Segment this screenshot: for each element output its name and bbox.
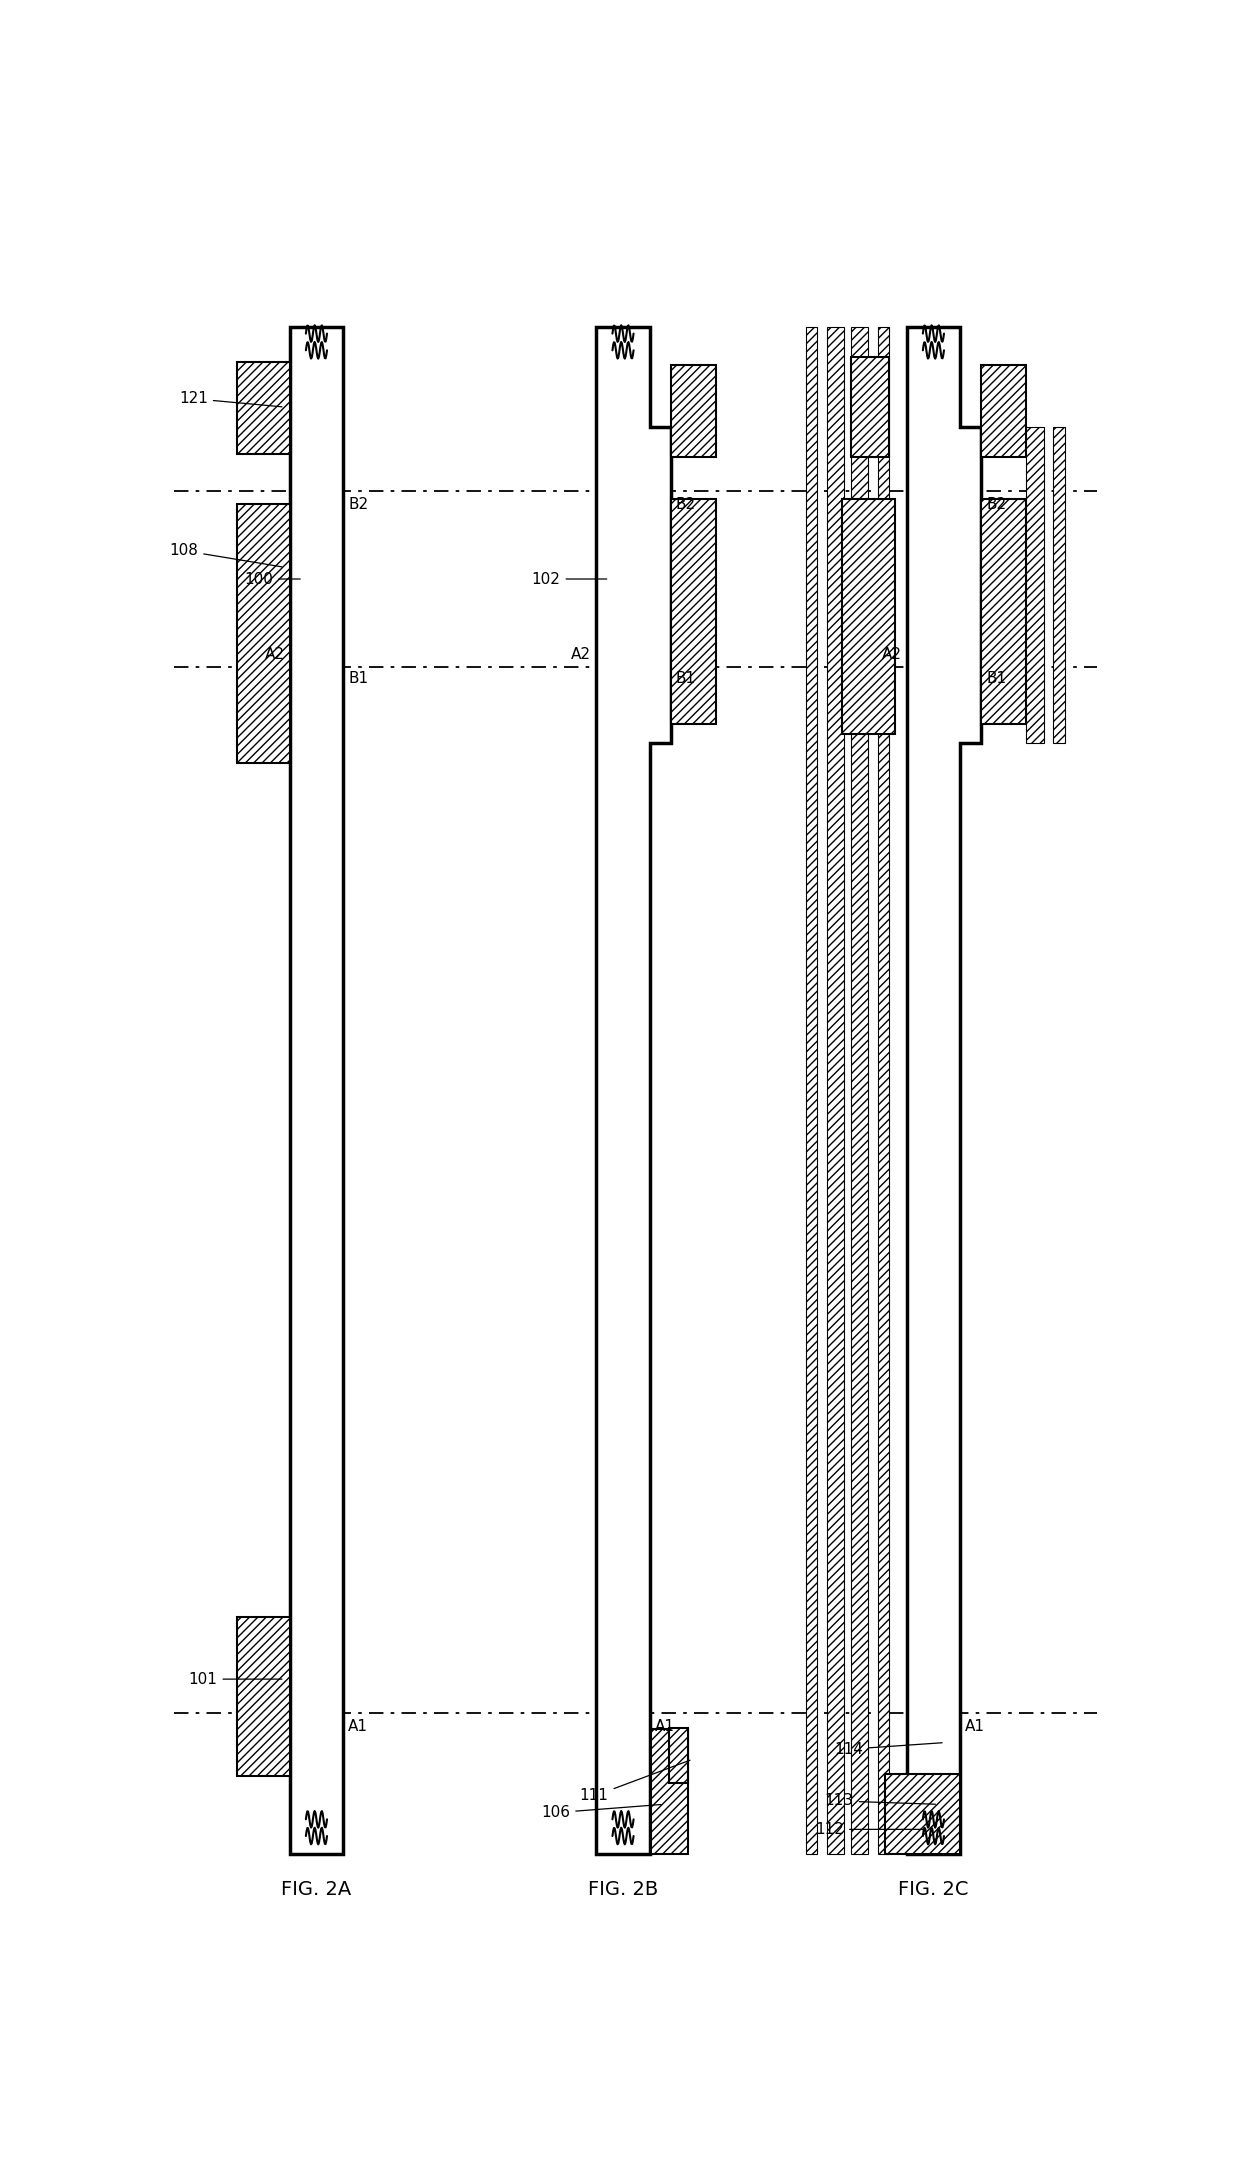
Text: 101: 101 xyxy=(188,1672,281,1687)
Bar xyxy=(1027,427,1044,744)
Bar xyxy=(806,327,817,1854)
Bar xyxy=(851,358,889,457)
Text: FIG. 2B: FIG. 2B xyxy=(588,1880,658,1899)
Bar xyxy=(982,499,1027,724)
Text: FIG. 2C: FIG. 2C xyxy=(898,1880,968,1899)
Bar xyxy=(842,499,895,735)
Text: A1: A1 xyxy=(655,1719,675,1734)
Text: 108: 108 xyxy=(170,544,281,566)
Bar xyxy=(1053,427,1065,744)
Text: B1: B1 xyxy=(986,670,1007,685)
Bar xyxy=(851,327,868,1854)
Bar xyxy=(651,1730,688,1854)
Text: 102: 102 xyxy=(532,572,606,588)
Text: B1: B1 xyxy=(676,670,696,685)
Text: B2: B2 xyxy=(676,496,696,512)
Text: 114: 114 xyxy=(835,1741,942,1756)
Bar xyxy=(290,327,343,1854)
Polygon shape xyxy=(596,327,671,1854)
Text: 111: 111 xyxy=(580,1760,689,1804)
Bar xyxy=(982,366,1027,457)
Text: B2: B2 xyxy=(986,496,1007,512)
Bar xyxy=(668,1728,688,1782)
Text: FIG. 2A: FIG. 2A xyxy=(281,1880,352,1899)
Text: A2: A2 xyxy=(882,648,901,663)
Bar xyxy=(827,327,844,1854)
Text: 112: 112 xyxy=(815,1821,926,1836)
Text: 121: 121 xyxy=(179,390,281,408)
Bar xyxy=(878,327,889,1854)
Bar xyxy=(671,499,715,724)
Bar xyxy=(237,503,290,763)
Text: B2: B2 xyxy=(348,496,368,512)
Bar xyxy=(237,362,290,453)
Text: A2: A2 xyxy=(264,648,285,663)
Text: A1: A1 xyxy=(348,1719,368,1734)
Text: B1: B1 xyxy=(348,670,368,685)
Bar xyxy=(237,1617,290,1776)
Text: 113: 113 xyxy=(825,1793,935,1808)
Text: 106: 106 xyxy=(541,1804,661,1821)
Polygon shape xyxy=(906,327,982,1854)
Bar xyxy=(885,1773,960,1854)
Text: 100: 100 xyxy=(244,572,300,588)
Text: A1: A1 xyxy=(965,1719,985,1734)
Text: A2: A2 xyxy=(572,648,591,663)
Bar xyxy=(671,366,715,457)
